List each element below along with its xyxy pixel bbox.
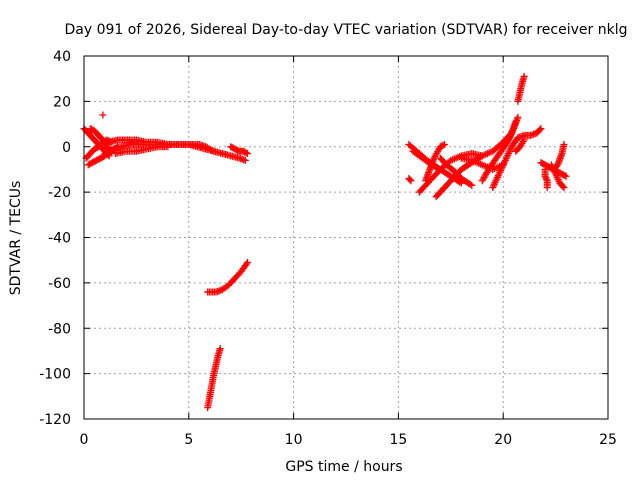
data-point	[562, 172, 570, 180]
plot-frame	[83, 55, 609, 420]
y-tick-label: 0	[62, 140, 71, 156]
data-point	[242, 149, 250, 157]
x-tick-label: 15	[389, 432, 407, 448]
series-pass-05	[99, 111, 107, 119]
series-pass-04	[86, 125, 115, 155]
x-tick-label: 20	[494, 432, 512, 448]
data-point	[561, 171, 569, 179]
chart-title: Day 091 of 2026, Sidereal Day-to-day VTE…	[65, 22, 628, 38]
data-point	[543, 175, 551, 183]
y-tick-label: -60	[48, 276, 71, 292]
data-point	[406, 176, 414, 184]
data-point	[208, 146, 216, 154]
data-point	[560, 140, 568, 148]
data-point	[441, 140, 449, 148]
y-tick-labels: -120 -100 -80 -60 -40 -20 0 20 40	[39, 49, 71, 428]
x-axis-label: GPS time / hours	[285, 459, 402, 475]
y-tick-label: -100	[39, 367, 71, 383]
data-point	[468, 181, 476, 189]
grid	[84, 56, 608, 419]
y-tick-label: 20	[53, 94, 71, 110]
data-point	[466, 180, 474, 188]
data-point	[520, 72, 528, 80]
data-point	[216, 345, 224, 353]
series-pass-08	[111, 143, 172, 158]
data-point	[514, 113, 522, 121]
series-pass-24	[512, 136, 528, 155]
data-point	[99, 111, 107, 119]
data-point	[543, 184, 551, 192]
data-point	[536, 126, 544, 134]
data-point	[520, 136, 528, 144]
data-point	[541, 172, 549, 180]
series-pass-29	[550, 140, 568, 173]
series-pass-12	[204, 345, 224, 412]
data-point	[243, 150, 251, 158]
data-point	[242, 260, 250, 268]
series-pass-09	[202, 143, 249, 164]
x-tick-label: 25	[599, 432, 617, 448]
y-tick-label: 40	[53, 49, 71, 65]
y-tick-label: -80	[48, 321, 71, 337]
series-pass-21	[489, 125, 545, 192]
data-point	[439, 141, 447, 149]
data-point	[243, 258, 251, 266]
series-pass-11	[204, 258, 251, 296]
x-tick-label: 5	[184, 432, 193, 448]
data-point	[542, 174, 550, 182]
data-point	[407, 177, 415, 185]
data-point	[164, 143, 172, 151]
data-point	[560, 184, 568, 192]
x-tick-label: 10	[285, 432, 303, 448]
y-tick-label: -120	[39, 412, 71, 428]
series-pass-18	[422, 140, 449, 185]
data-point	[108, 146, 116, 154]
y-axis-label: SDTVAR / TECUs	[8, 181, 24, 296]
data-points	[80, 72, 570, 412]
series-pass-25	[514, 72, 528, 105]
series-pass-27	[541, 165, 551, 192]
data-point	[537, 125, 545, 133]
x-tick-label: 0	[80, 432, 89, 448]
series-pass-19	[436, 154, 476, 189]
series-pass-15	[405, 175, 415, 185]
series-pass-10	[227, 143, 251, 158]
data-point	[559, 182, 567, 190]
y-tick-label: -40	[48, 231, 71, 247]
series-pass-23	[499, 113, 522, 151]
y-tick-label: -20	[48, 185, 71, 201]
x-tick-labels: 0 5 10 15 20 25	[80, 432, 617, 448]
data-point	[241, 156, 249, 164]
